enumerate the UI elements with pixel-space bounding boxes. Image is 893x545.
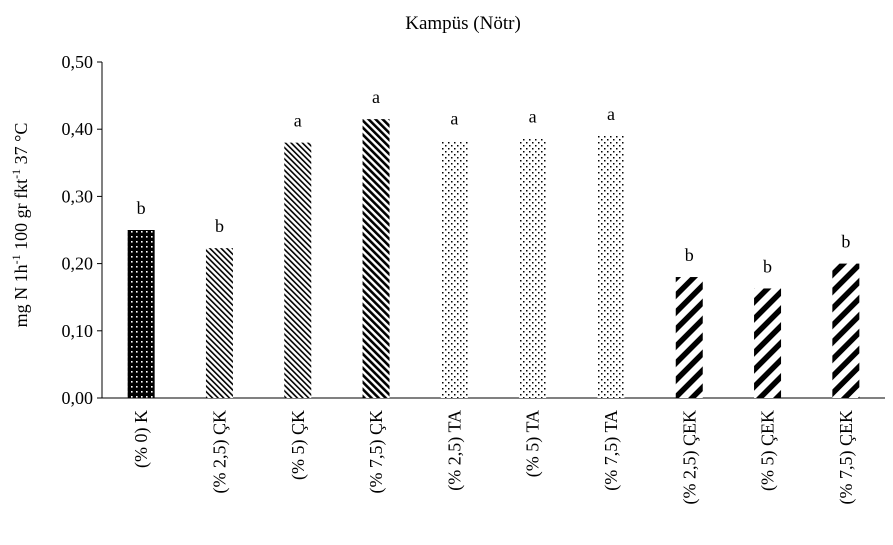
- bar-data-label: b: [215, 216, 224, 236]
- bar-data-label: a: [607, 104, 615, 124]
- y-tick-label: 0,10: [62, 321, 94, 341]
- bar: [284, 142, 312, 398]
- bar-data-label: a: [529, 107, 537, 127]
- y-axis-label-part: 100 gr fkt: [11, 179, 31, 255]
- y-axis-label-part: -1: [9, 169, 23, 179]
- bar: [597, 135, 625, 399]
- bar-data-label: b: [841, 232, 850, 252]
- category-labels-group: (% 0) K (% 2,5) ÇK (% 5) ÇK (% 7,5) ÇK (% 2,…: [131, 410, 857, 504]
- bars-group: [127, 119, 860, 399]
- data-labels-group: b b a a a a a b b b: [137, 87, 851, 276]
- x-category-label: (% 2,5) ÇK: [209, 410, 230, 494]
- y-tick-label: 0,20: [62, 254, 94, 274]
- x-category-label: (% 5) ÇEK: [758, 410, 779, 491]
- bar: [519, 138, 547, 398]
- x-category-label: (% 2,5) TA: [444, 410, 465, 491]
- x-category-label: (% 0) K: [131, 410, 152, 468]
- bar-data-label: a: [450, 109, 458, 129]
- x-category-label: (% 2,5) ÇEK: [679, 410, 700, 504]
- bar-data-label: a: [294, 111, 302, 131]
- y-axis-label-part: -1: [9, 254, 23, 264]
- bar: [205, 248, 233, 398]
- x-category-label: (% 7,5) ÇK: [366, 410, 387, 494]
- y-tick-label: 0,00: [62, 388, 94, 408]
- bar: [127, 230, 155, 398]
- bar: [362, 119, 390, 399]
- x-category-label: (% 5) TA: [523, 410, 544, 477]
- x-category-label: (% 5) ÇK: [288, 410, 309, 480]
- y-axis-label-part: 37 °C: [11, 123, 31, 169]
- y-axis-label: mg N 1h-1 100 gr fkt-1 37 °C: [9, 123, 31, 328]
- x-category-label: (% 7,5) ÇEK: [836, 410, 857, 504]
- bar: [675, 277, 703, 398]
- bar: [832, 263, 860, 398]
- bar-data-label: a: [372, 87, 380, 107]
- y-axis-ticks: 0,00 0,10 0,20 0,30 0,40 0,50: [62, 52, 102, 408]
- y-tick-label: 0,40: [62, 119, 94, 139]
- chart-title: Kampüs (Nötr): [405, 13, 521, 34]
- bar-data-label: b: [137, 198, 146, 218]
- x-category-label: (% 7,5) TA: [601, 410, 622, 491]
- bar: [440, 140, 468, 398]
- y-axis-label-part: mg N 1h: [11, 264, 31, 327]
- bar-data-label: b: [763, 256, 772, 276]
- y-tick-label: 0,50: [62, 52, 94, 72]
- bar-data-label: b: [685, 245, 694, 265]
- bar: [754, 288, 782, 398]
- y-tick-label: 0,30: [62, 186, 94, 206]
